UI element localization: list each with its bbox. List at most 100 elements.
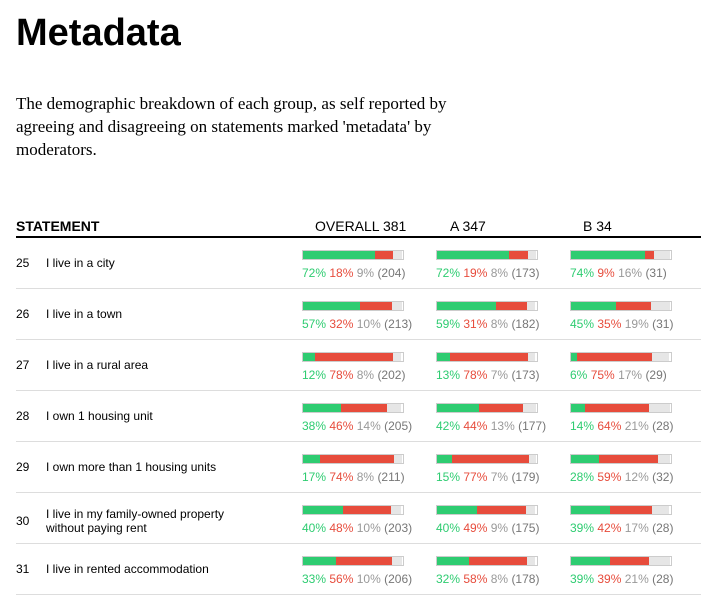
vote-cell-overall: 33% 56% 10% (206) [302,556,414,586]
vote-stats: 14% 64% 21% (28) [570,419,682,433]
vote-stats: 15% 77% 7% (179) [436,470,548,484]
table-row: 30 I live in my family-owned property wit… [16,493,701,544]
disagree-bar-segment [320,455,394,463]
pass-bar-segment [523,404,536,412]
disagree-bar-segment [577,353,652,361]
vote-stats: 42% 44% 13% (177) [436,419,548,433]
disagree-percent: 58% [463,572,488,586]
vote-count: (202) [377,368,406,382]
vote-cell-group-a: 15% 77% 7% (179) [436,454,548,484]
vote-stats: 74% 9% 16% (31) [570,266,682,280]
pass-percent: 19% [624,317,649,331]
pass-bar-segment [392,302,402,310]
disagree-percent: 78% [463,368,488,382]
agree-bar-segment [437,557,469,565]
table-body: 25 I live in a city 72% 18% 9% (204) 72% 19… [16,238,701,595]
pass-percent: 7% [490,368,509,382]
agree-bar-segment [437,302,496,310]
vote-bar [570,505,672,515]
pass-bar-segment [527,302,535,310]
agree-bar-segment [571,506,610,514]
disagree-bar-segment [585,404,649,412]
agree-percent: 12% [302,368,327,382]
disagree-bar-segment [360,302,392,310]
statement-number: 25 [16,256,30,270]
pass-bar-segment [528,353,535,361]
agree-percent: 72% [302,266,327,280]
pass-bar-segment [394,455,402,463]
vote-bar [302,505,404,515]
pass-percent: 8% [490,572,509,586]
header-overall[interactable]: OVERALL 381 [315,218,407,234]
vote-count: (206) [384,572,413,586]
disagree-percent: 75% [590,368,615,382]
table-row: 29 I own more than 1 housing units 17% 74%… [16,442,701,493]
vote-stats: 45% 35% 19% (31) [570,317,682,331]
disagree-percent: 49% [463,521,488,535]
pass-percent: 21% [624,419,649,433]
disagree-bar-segment [341,404,387,412]
vote-cell-overall: 12% 78% 8% (202) [302,352,414,382]
pass-bar-segment [652,506,669,514]
vote-count: (32) [652,470,674,484]
disagree-percent: 19% [463,266,488,280]
pass-bar-segment [528,251,536,259]
statement-text: I own 1 housing unit [46,409,153,423]
vote-bar [436,352,538,362]
disagree-percent: 48% [329,521,354,535]
header-statement[interactable]: STATEMENT [16,218,100,234]
disagree-bar-segment [336,557,392,565]
vote-cell-overall: 17% 74% 8% (211) [302,454,414,484]
statement-number: 31 [16,562,30,576]
agree-percent: 38% [302,419,327,433]
vote-cell-group-a: 13% 78% 7% (173) [436,352,548,382]
vote-cell-group-b: 39% 42% 17% (28) [570,505,682,535]
disagree-bar-segment [509,251,528,259]
pass-bar-segment [649,404,670,412]
vote-stats: 33% 56% 10% (206) [302,572,414,586]
agree-percent: 72% [436,266,461,280]
vote-stats: 40% 49% 9% (175) [436,521,548,535]
table-row: 26 I live in a town 57% 32% 10% (213) 59% 3… [16,289,701,340]
vote-stats: 32% 58% 8% (178) [436,572,548,586]
vote-bar [436,403,538,413]
agree-percent: 40% [436,521,461,535]
agree-percent: 39% [570,521,595,535]
agree-bar-segment [571,455,599,463]
agree-bar-segment [571,353,577,361]
pass-bar-segment [387,404,401,412]
agree-bar-segment [303,404,341,412]
pass-percent: 16% [618,266,643,280]
vote-stats: 59% 31% 8% (182) [436,317,548,331]
vote-bar [570,352,672,362]
page-description: The demographic breakdown of each group,… [16,94,447,159]
pass-bar-segment [391,506,401,514]
agree-percent: 15% [436,470,461,484]
vote-cell-group-b: 39% 39% 21% (28) [570,556,682,586]
header-group-a[interactable]: A 347 [450,218,486,234]
vote-cell-group-a: 32% 58% 8% (178) [436,556,548,586]
vote-count: (29) [645,368,667,382]
vote-stats: 12% 78% 8% (202) [302,368,414,382]
disagree-percent: 31% [463,317,488,331]
agree-bar-segment [437,506,477,514]
vote-stats: 6% 75% 17% (29) [570,368,682,382]
header-group-b[interactable]: B 34 [583,218,612,234]
agree-percent: 39% [570,572,595,586]
pass-percent: 10% [356,521,381,535]
vote-bar [436,301,538,311]
table-row: 27 I live in a rural area 12% 78% 8% (202)… [16,340,701,391]
vote-cell-group-b: 45% 35% 19% (31) [570,301,682,331]
agree-percent: 17% [302,470,327,484]
table-header: STATEMENT OVERALL 381 A 347 B 34 [16,216,701,238]
agree-bar-segment [303,455,320,463]
vote-count: (28) [652,419,674,433]
vote-stats: 72% 19% 8% (173) [436,266,548,280]
vote-cell-group-b: 28% 59% 12% (32) [570,454,682,484]
pass-percent: 8% [490,266,509,280]
disagree-bar-segment [452,455,529,463]
vote-stats: 40% 48% 10% (203) [302,521,414,535]
disagree-percent: 18% [329,266,354,280]
agree-bar-segment [303,557,336,565]
vote-bar [570,454,672,464]
